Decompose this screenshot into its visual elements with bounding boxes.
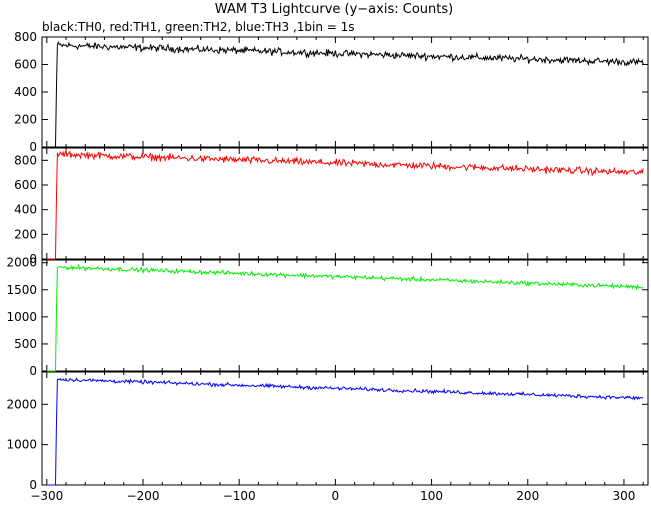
y-tick-label: 800 [14, 30, 37, 44]
y-tick-label: 400 [14, 85, 37, 99]
y-tick-label: 0 [29, 478, 37, 492]
x-tick-label: 0 [332, 489, 340, 503]
panel-th0: 0 200 400 600 800 [14, 30, 649, 154]
panel-th1: 0 200 400 600 800 [14, 147, 649, 266]
y-tick-label: 400 [14, 203, 37, 217]
x-tick-label: −100 [223, 489, 256, 503]
chart-subtitle: black:TH0, red:TH1, green:TH2, blue:TH3 … [42, 20, 355, 34]
y-tick-label: 500 [14, 337, 37, 351]
y-tick-label: 0 [29, 140, 37, 154]
y-tick-label: 1000 [6, 310, 37, 324]
y-tick-label: 2000 [6, 397, 37, 411]
y-tick-label: 600 [14, 58, 37, 72]
panel-th2: 0 500 1000 1500 2000 [6, 256, 649, 378]
panel-frame [41, 371, 649, 486]
panel-th3: 0 1000 2000 [6, 371, 649, 492]
x-tick-label: 100 [420, 489, 443, 503]
x-tick-label: 300 [612, 489, 635, 503]
panels: 0200400600800020040060080005001000150020… [6, 30, 649, 503]
series-line-th3 [46, 377, 644, 486]
panel-frame [41, 259, 649, 372]
series-line-th1 [46, 148, 644, 260]
panel-frame [41, 147, 649, 260]
y-tick-label: 800 [14, 153, 37, 167]
x-tick-label: −200 [127, 489, 160, 503]
x-tick-label: 200 [516, 489, 539, 503]
y-tick-label: 0 [29, 252, 37, 266]
y-tick-label: 200 [14, 113, 37, 127]
series-line-th2 [46, 263, 644, 372]
y-tick-label: 1500 [6, 283, 37, 297]
y-tick-label: 1000 [6, 438, 37, 452]
series-line-th0 [46, 40, 644, 148]
y-tick-label: 600 [14, 178, 37, 192]
x-tick-label: −300 [30, 489, 63, 503]
y-tick-label: 0 [29, 364, 37, 378]
y-tick-label: 200 [14, 227, 37, 241]
y-tick-label: 2000 [6, 256, 37, 270]
chart-title: WAM T3 Lightcurve (y−axis: Counts) [215, 2, 453, 17]
